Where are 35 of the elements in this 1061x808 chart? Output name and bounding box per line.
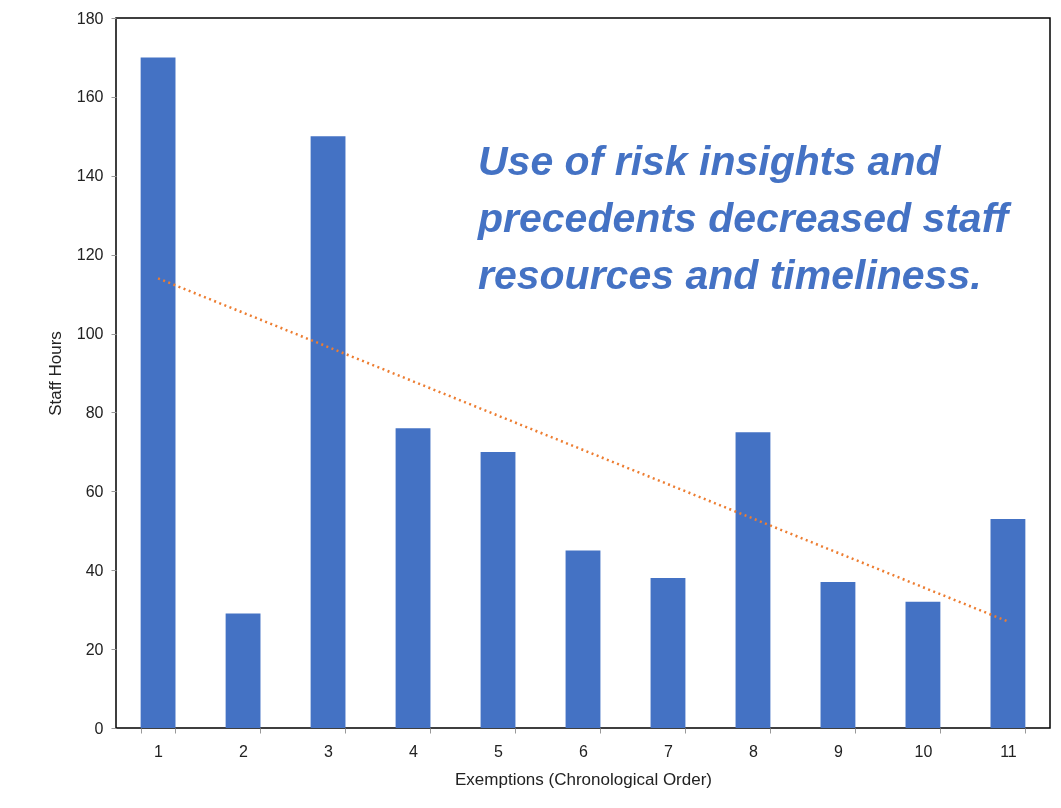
x-tick-label: 10 (914, 742, 933, 760)
x-tick-label: 4 (409, 742, 419, 760)
x-tick-label: 2 (239, 742, 249, 760)
x-tick-label: 1 (154, 742, 164, 760)
bar (905, 601, 941, 728)
bar (480, 451, 516, 728)
x-tick-label: 9 (834, 742, 844, 760)
bar (820, 582, 856, 728)
x-tick-label: 5 (494, 742, 504, 760)
x-axis-title: Exemptions (Chronological Order) (455, 769, 712, 789)
bar (565, 550, 601, 728)
x-tick-label: 11 (1000, 742, 1017, 760)
y-tick-label: 0 (94, 719, 104, 737)
y-tick-label: 60 (85, 482, 104, 500)
x-tick-label: 7 (664, 742, 674, 760)
x-tick-label: 8 (749, 742, 759, 760)
bar (735, 432, 771, 728)
bar (225, 613, 261, 728)
annotation: Use of risk insights and precedents decreased staff resources and timeliness. (477, 138, 1013, 298)
y-tick-label: 100 (76, 325, 104, 343)
bar (140, 57, 176, 728)
y-tick-label: 20 (85, 640, 104, 658)
x-tick-label: 6 (579, 742, 589, 760)
y-tick-label: 140 (76, 167, 104, 185)
bar (990, 518, 1026, 728)
y-axis-title: Staff Hours (45, 331, 65, 416)
y-tick-label: 120 (76, 246, 104, 264)
x-tick-label: 3 (324, 742, 334, 760)
bar (310, 136, 346, 728)
bar (395, 428, 431, 728)
y-tick-label: 180 (76, 9, 104, 27)
y-tick-label: 160 (76, 88, 104, 106)
y-tick-label: 80 (85, 403, 104, 421)
y-tick-label: 40 (85, 561, 104, 579)
bar (650, 578, 686, 728)
